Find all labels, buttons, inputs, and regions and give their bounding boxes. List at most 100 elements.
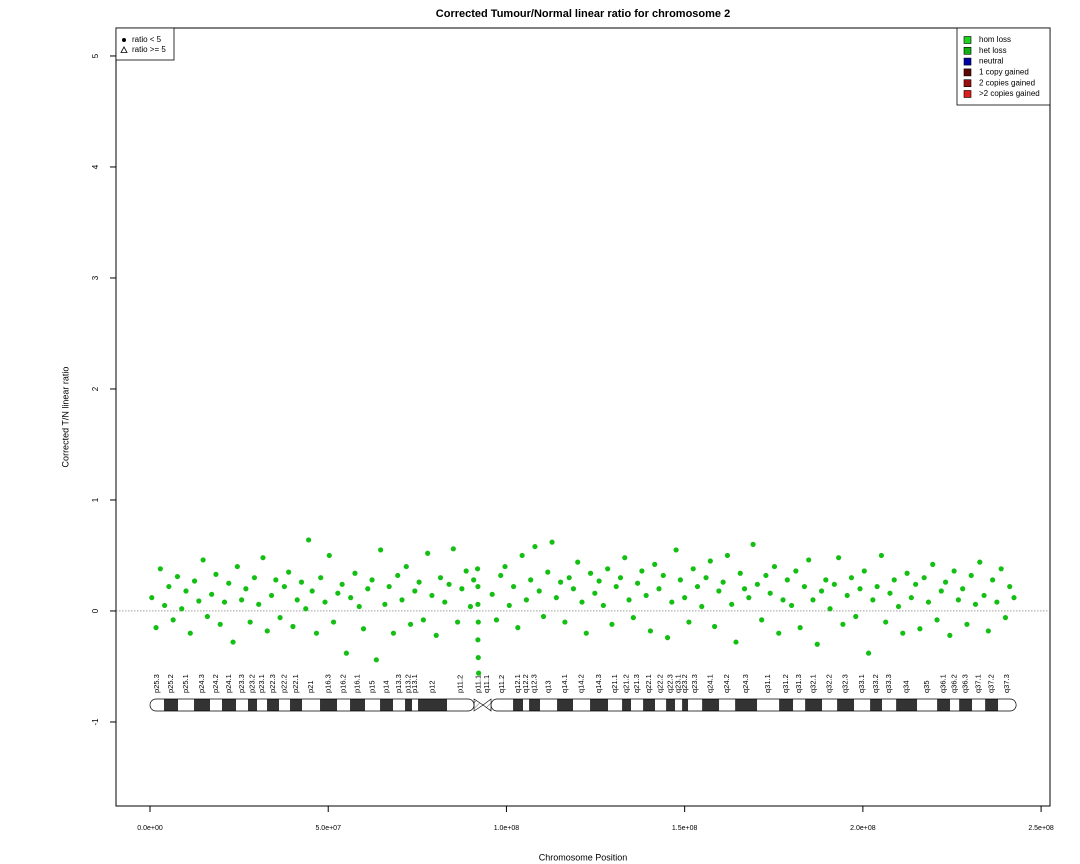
data-point bbox=[493, 617, 500, 623]
data-point bbox=[848, 575, 855, 581]
band bbox=[590, 699, 609, 711]
band-label: p12 bbox=[428, 680, 437, 693]
data-point bbox=[977, 559, 983, 565]
band bbox=[279, 699, 291, 711]
data-point bbox=[399, 597, 405, 603]
band bbox=[236, 699, 249, 711]
band-label: q23.3 bbox=[690, 674, 699, 693]
data-point bbox=[938, 588, 944, 594]
data-point bbox=[823, 577, 829, 583]
data-point bbox=[964, 621, 970, 627]
data-point bbox=[286, 569, 292, 575]
data-point bbox=[1011, 595, 1017, 601]
band-label: q32.3 bbox=[841, 674, 850, 693]
x-axis-title: Chromosome Position bbox=[539, 852, 628, 862]
band bbox=[491, 699, 514, 711]
band-label: p24.2 bbox=[211, 674, 220, 693]
band bbox=[290, 699, 303, 711]
data-point bbox=[474, 566, 481, 572]
band bbox=[257, 699, 268, 711]
data-point bbox=[703, 575, 709, 581]
data-point bbox=[475, 654, 481, 661]
band-label: q14.3 bbox=[594, 674, 603, 693]
data-point bbox=[972, 601, 979, 607]
legend-label: >2 copies gained bbox=[979, 89, 1040, 98]
band-label: p22.3 bbox=[268, 674, 277, 693]
band bbox=[666, 699, 676, 711]
data-point bbox=[724, 552, 731, 559]
band bbox=[178, 699, 195, 711]
data-point bbox=[716, 588, 722, 594]
data-point bbox=[605, 566, 611, 572]
x-tick-label: 5.0e+07 bbox=[315, 825, 341, 832]
arm-outline bbox=[490, 698, 1017, 712]
band bbox=[418, 699, 448, 711]
band-label: q12.2 bbox=[521, 674, 530, 693]
data-point bbox=[281, 583, 287, 590]
data-point bbox=[277, 615, 283, 621]
data-point bbox=[985, 628, 991, 634]
data-point bbox=[348, 595, 354, 601]
data-point bbox=[187, 630, 193, 636]
band bbox=[248, 699, 258, 711]
data-point bbox=[510, 583, 517, 590]
band-label: p22.1 bbox=[291, 674, 300, 693]
band-label: p25.3 bbox=[152, 674, 161, 693]
data-point bbox=[446, 581, 452, 587]
band-label: q32.2 bbox=[825, 674, 834, 693]
band-label: q32.1 bbox=[809, 674, 818, 693]
data-point bbox=[793, 568, 799, 574]
data-point bbox=[895, 603, 902, 610]
x-tick-label: 2.5e+08 bbox=[1028, 825, 1054, 832]
data-point bbox=[930, 561, 936, 567]
data-point bbox=[810, 597, 816, 603]
band bbox=[447, 699, 475, 711]
band-label: q24.3 bbox=[741, 674, 750, 693]
data-point bbox=[251, 575, 258, 581]
data-point bbox=[780, 597, 786, 603]
data-point bbox=[673, 547, 679, 553]
band bbox=[793, 699, 806, 711]
band-label: q12.1 bbox=[513, 674, 522, 693]
band bbox=[998, 699, 1017, 711]
data-point bbox=[814, 641, 820, 647]
band bbox=[643, 699, 656, 711]
data-point bbox=[420, 617, 426, 623]
band-label: p24.3 bbox=[197, 674, 206, 693]
data-point bbox=[583, 630, 589, 636]
data-point bbox=[960, 586, 966, 592]
band-label: p23.3 bbox=[237, 674, 246, 693]
data-point bbox=[471, 577, 477, 583]
band bbox=[523, 699, 530, 711]
data-point bbox=[463, 568, 469, 574]
band-label: q22.1 bbox=[644, 674, 653, 693]
data-point bbox=[827, 606, 833, 612]
band bbox=[302, 699, 321, 711]
data-point bbox=[686, 619, 692, 625]
data-point bbox=[857, 586, 863, 592]
data-point bbox=[429, 592, 435, 599]
data-point bbox=[162, 602, 168, 609]
data-point bbox=[609, 621, 615, 627]
data-point bbox=[442, 599, 448, 605]
data-point bbox=[575, 559, 581, 565]
band bbox=[719, 699, 736, 711]
data-point bbox=[475, 583, 481, 590]
data-point bbox=[247, 619, 253, 625]
band bbox=[735, 699, 758, 711]
data-point bbox=[157, 566, 163, 572]
data-point bbox=[994, 599, 1000, 605]
data-point bbox=[887, 590, 893, 596]
band-label: p22.2 bbox=[280, 674, 289, 693]
legend-label: ratio >= 5 bbox=[132, 45, 166, 54]
data-point bbox=[519, 552, 525, 559]
data-point bbox=[840, 621, 846, 627]
data-point bbox=[540, 613, 547, 620]
data-point bbox=[433, 632, 439, 638]
data-point bbox=[369, 577, 375, 583]
band bbox=[380, 699, 394, 711]
band bbox=[320, 699, 338, 711]
data-point bbox=[981, 592, 987, 599]
band-label: p11.1 bbox=[474, 675, 483, 693]
data-point bbox=[489, 591, 495, 597]
